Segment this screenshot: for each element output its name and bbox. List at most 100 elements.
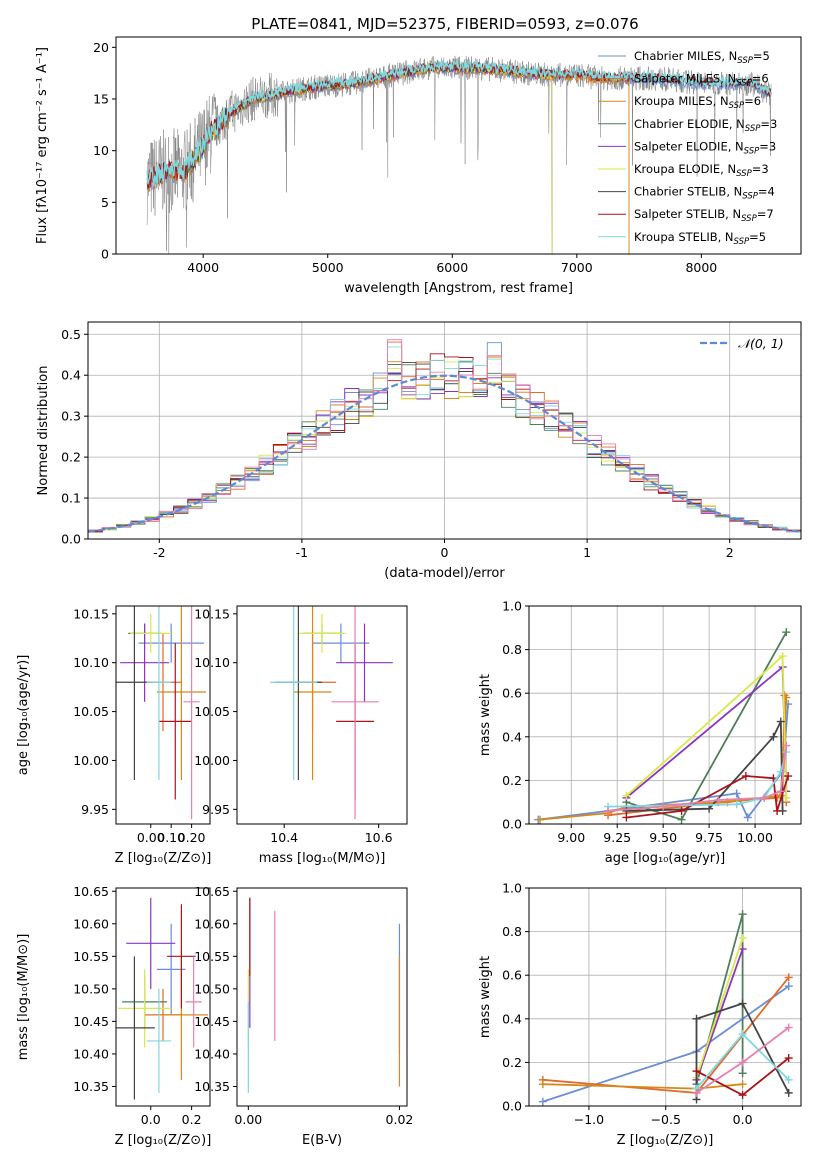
weight-marker bbox=[732, 800, 741, 809]
y-tick-label: 0.2 bbox=[502, 1055, 522, 1070]
residuals-xlabel: (data-model)/error bbox=[384, 566, 505, 581]
x-tick-label: 10.6 bbox=[365, 830, 393, 845]
model-line-chabrier-elodie bbox=[190, 62, 553, 254]
errorbar-kroupa-elodie bbox=[118, 969, 172, 1048]
x-tick-label: 0 bbox=[441, 545, 449, 560]
weight-marker bbox=[538, 1080, 547, 1089]
weight-marker bbox=[677, 806, 686, 815]
x-tick-label: 4000 bbox=[187, 260, 219, 275]
errorbar-pink bbox=[331, 606, 379, 820]
weight_vs_Z-panel: −1.0 −0.5 0.0 0.0 0.2 0.4 0.6 0.8 1.0 Z [log₁₀(Z/… bbox=[478, 881, 802, 1148]
errorbar-chabrier-miles bbox=[156, 923, 186, 1015]
residuals-plot-area bbox=[88, 339, 801, 533]
spectrum-ylabel: Flux [fλ10⁻¹⁷ erg cm⁻² s⁻¹ A⁻¹] bbox=[35, 47, 50, 244]
age_vs_mass-frame bbox=[236, 605, 408, 825]
errorbar-kroupa-elodie bbox=[130, 613, 172, 653]
weight-marker bbox=[769, 732, 778, 741]
spectrum-frame bbox=[115, 36, 802, 255]
weight-marker bbox=[738, 1058, 747, 1067]
model-line-salpeter-miles bbox=[148, 63, 630, 254]
age_vs_mass-plot-area bbox=[270, 606, 393, 820]
y-tick-label: 10.00 bbox=[194, 753, 230, 768]
y-tick-label: 10.35 bbox=[73, 1079, 109, 1094]
weight-marker bbox=[784, 1023, 793, 1032]
spectrum-data-line bbox=[146, 55, 772, 254]
mass_vs_ebv-xlabel: E(B-V) bbox=[302, 1133, 342, 1148]
weight-line-chabrier-stelib bbox=[695, 1002, 790, 1100]
mass_vs_Z-plot-area bbox=[116, 897, 208, 1100]
weight-marker bbox=[622, 791, 631, 800]
x-tick-label: 0.00 bbox=[234, 1112, 262, 1127]
errorbar-salpeter-stelib bbox=[167, 904, 196, 1009]
weight-marker bbox=[692, 1067, 701, 1076]
mass_vs_Z-ylabel: mass [log₁₀(M/M⊙)] bbox=[16, 934, 31, 1061]
weight-marker bbox=[738, 1091, 747, 1100]
x-tick-label: 0.0 bbox=[141, 1112, 161, 1127]
x-tick-label: 6000 bbox=[436, 260, 468, 275]
x-tick-label: 7000 bbox=[561, 260, 593, 275]
legend-entry: 𝒩(0, 1) bbox=[738, 336, 784, 351]
y-tick-label: 0.1 bbox=[61, 491, 81, 506]
age_vs_Z-axes: 0.000.100.20 9.95 10.00 10.05 10.10 10.15 Z [l… bbox=[16, 605, 212, 866]
weight-marker bbox=[784, 1054, 793, 1063]
errorbar-chabrier-stelib bbox=[116, 956, 155, 1100]
errorbar-salpeter-elodie bbox=[120, 623, 170, 702]
age_vs_Z-plot-area bbox=[116, 606, 206, 820]
spectrum-legend: Chabrier MILES, NSSP=5 Salpeter MILES, NS… bbox=[598, 49, 777, 247]
legend-entry: Kroupa ELODIE, NSSP=3 bbox=[634, 162, 769, 179]
weight-marker bbox=[714, 796, 723, 805]
legend-entry: Salpeter STELIB, NSSP=7 bbox=[634, 207, 774, 224]
errorbar-chabrier-miles bbox=[312, 623, 370, 663]
weight_vs_Z-ylabel: mass weight bbox=[478, 956, 493, 1038]
y-tick-label: 10.50 bbox=[194, 981, 230, 996]
y-tick-label: 0.3 bbox=[61, 409, 81, 424]
weight-marker bbox=[622, 813, 631, 822]
legend-entry: Chabrier ELODIE, NSSP=3 bbox=[634, 117, 777, 134]
y-tick-label: 10.00 bbox=[73, 753, 109, 768]
y-tick-label: 10.15 bbox=[73, 606, 109, 621]
x-tick-label: 2 bbox=[726, 545, 734, 560]
x-tick-label: 0.00 bbox=[137, 830, 165, 845]
y-tick-label: 0.6 bbox=[502, 968, 522, 983]
weight-line-kroupa-elodie bbox=[695, 937, 744, 1078]
weight-line-salpeter-elodie bbox=[695, 948, 744, 1081]
weight-marker bbox=[784, 1075, 793, 1084]
weight_vs_Z-frame bbox=[528, 887, 802, 1107]
x-tick-label: −0.5 bbox=[651, 1112, 681, 1127]
y-tick-label: 10.60 bbox=[194, 916, 230, 931]
x-tick-label: 9.25 bbox=[603, 830, 631, 845]
spectrum-plot-area bbox=[146, 55, 772, 254]
y-tick-label: 10.10 bbox=[194, 655, 230, 670]
weight_vs_age-grid bbox=[529, 605, 801, 825]
mass_vs_ebv-axes: 0.00 0.02 10.35 10.40 10.45 10.50 10.55 10.60 10… bbox=[194, 884, 413, 1148]
weight_vs_Z-grid bbox=[529, 887, 801, 1107]
weight-marker bbox=[738, 1030, 747, 1039]
y-tick-label: 0.2 bbox=[502, 773, 522, 788]
y-tick-label: 0.8 bbox=[502, 642, 522, 657]
mass_vs_Z-frame bbox=[115, 887, 211, 1107]
model-line-salpeter-elodie bbox=[190, 62, 553, 254]
weight_vs_age-axes: 9.00 9.25 9.50 9.75 10.00 0.0 0.2 0.4 0.6 0.8 1.0 a… bbox=[478, 599, 802, 866]
y-tick-label: 9.95 bbox=[81, 802, 109, 817]
mass_vs_Z-axes: 0.0 0.2 10.35 10.40 10.45 10.50 10.55 10.60 10.6… bbox=[16, 884, 211, 1148]
y-tick-label: 10.65 bbox=[73, 884, 109, 899]
age_vs_Z-xlabel: Z [log₁₀(Z/Z⊙)] bbox=[115, 851, 212, 866]
x-tick-label: 5000 bbox=[312, 260, 344, 275]
weight_vs_age-frame bbox=[528, 605, 802, 825]
weight-line-pink bbox=[607, 745, 788, 812]
weight-marker bbox=[538, 1097, 547, 1106]
y-tick-label: 10.15 bbox=[194, 606, 230, 621]
model-line-kroupa-elodie bbox=[190, 61, 553, 254]
histogram-step-8 bbox=[88, 346, 801, 533]
residuals-frame bbox=[87, 321, 802, 540]
errorbar-kroupa-miles bbox=[293, 606, 332, 781]
y-tick-label: 0.0 bbox=[502, 817, 522, 832]
residuals-panel: -2 -1 0 1 2 0.0 0.1 0.2 0.3 0.4 0.5 (data-model)/er… bbox=[36, 321, 802, 581]
x-tick-label: 8000 bbox=[685, 260, 717, 275]
age_vs_mass-panel: 10.4 10.6 9.95 10.00 10.05 10.10 10.15 mass [lo… bbox=[194, 605, 408, 866]
y-tick-label: 0.0 bbox=[502, 1099, 522, 1114]
errorbar-chabrier-miles bbox=[138, 623, 204, 663]
y-tick-label: 0.6 bbox=[502, 686, 522, 701]
weight-marker bbox=[536, 815, 545, 824]
y-tick-label: 20 bbox=[93, 40, 109, 55]
